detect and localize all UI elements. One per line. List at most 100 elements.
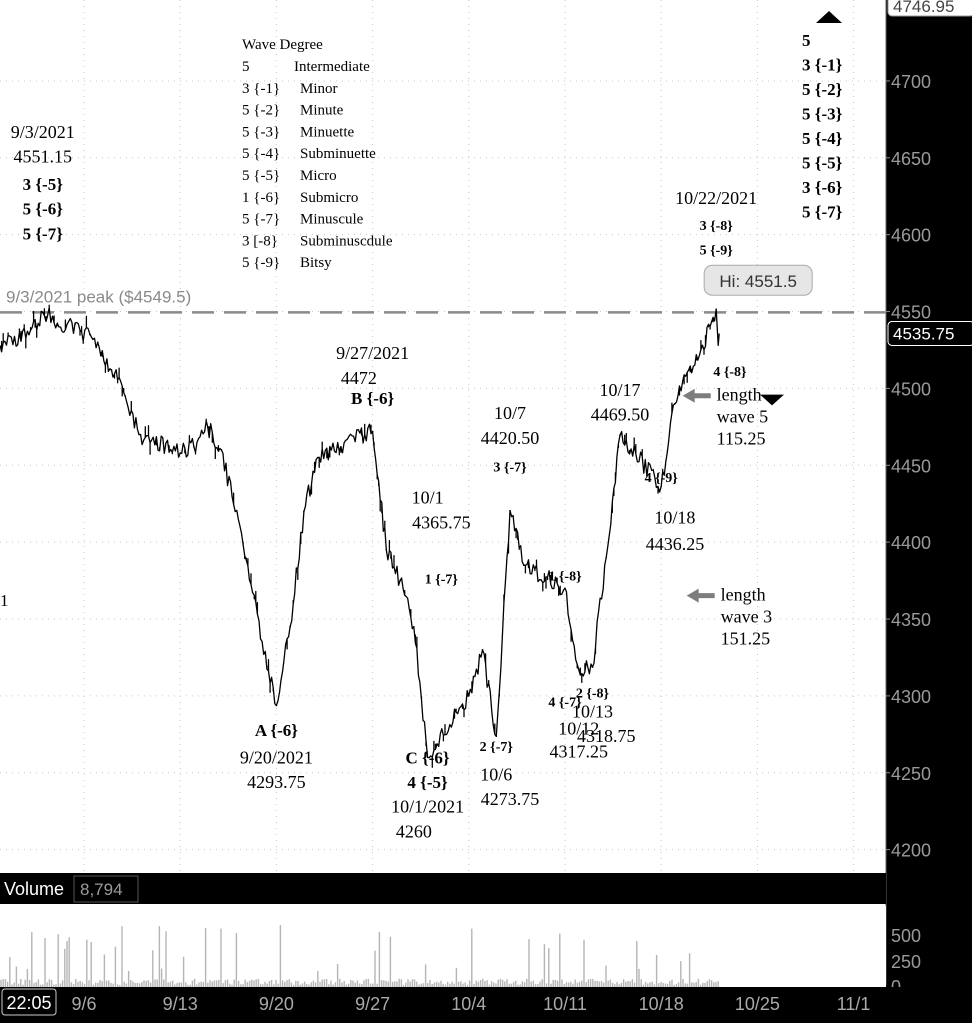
last-price-box [887,320,972,346]
wave-label: 3 {-5} [23,175,64,194]
price-point [220,449,223,451]
legend-title: Wave Degree [242,37,323,53]
legend-count: 5 {-3} [242,124,280,140]
wave-label: 4436.25 [646,534,705,554]
grid-lines [0,0,886,985]
wave-label: 10/6 [480,764,512,784]
legend-degree: Bitsy [300,255,332,271]
wave-label: 5 {-9} [700,244,734,259]
price-tick-label: 4300 [891,687,931,707]
time-label: 22:05 [6,993,51,1013]
price-point [619,434,621,437]
top-price-box [887,0,972,17]
time-tick-label: 9/13 [163,994,198,1014]
price-point [110,369,113,371]
price-point [715,308,717,311]
wave-label: 4 {-7} [548,696,582,711]
legend-count: 5 [242,59,250,75]
legend-count: 3 {-1} [242,81,280,97]
wave-list-item: 5 [802,31,811,50]
price-point [206,426,209,428]
legend-degree: Minuscule [300,212,364,228]
time-axis: 9/6 9/13 9/20 9/27 10/4 10/11 10/18 10/25 11/1 22… [0,987,972,1023]
legend-degree: Micro [300,168,337,184]
price-point [701,344,704,347]
legend-degree: Subminuette [300,146,376,162]
up-triangle-icon [816,11,842,23]
wave-label: 1 {-8} [548,570,582,585]
price-point [426,756,429,759]
wave-label: 4469.50 [591,405,650,425]
price-point [96,341,99,344]
price-point [138,433,140,436]
wave-label: 10/12 [558,718,599,738]
wave-degree-legend: Wave Degree 5 Intermediate 3 {-1} Minor 5 {-2… [242,37,393,271]
price-tick-label: 4400 [891,533,931,553]
wave-label: 10/7 [494,403,526,423]
wave-label: B {-6} [351,389,394,408]
wave-list-item: 5 {-5} [802,154,843,173]
volume-tick-label: 500 [891,926,921,946]
price-tick-label: 4550 [891,303,931,323]
wave-label: 3 {-7} [493,460,527,475]
time-axis-background [0,987,972,1023]
wave-label: 4365.75 [412,512,471,532]
wave-label: 5 {-6} [23,200,64,219]
legend-count: 1 {-6} [242,190,280,206]
wave-list-item: 3 {-6} [802,178,843,197]
price-tick-label: 4200 [891,841,931,861]
wave-list-item: 3 {-1} [802,56,843,75]
wave-label: 10/1 [412,488,444,508]
price-tick-label: 4250 [891,764,931,784]
price-point [303,510,305,513]
price-axis-background [886,0,972,1023]
wave-label: 4420.50 [481,428,540,448]
wave-label: 2 {-7} [480,740,514,755]
length-note: 115.25 [717,429,766,449]
price-tick-label: 4450 [891,456,931,476]
price-point [687,369,690,371]
price-point [330,449,333,451]
legend-count: 5 {-9} [242,255,280,271]
down-triangle-icon [760,394,784,406]
price-tick-label: 4500 [891,379,931,399]
time-tick-label: 10/18 [639,994,684,1014]
legend-degree: Minute [300,103,344,119]
wave-label: 10/13 [572,701,613,721]
price-point [577,668,580,671]
wave-label: 10/18 [654,508,695,528]
length-note: length [721,585,766,605]
wave-list-item: 5 {-7} [802,203,843,222]
price-point [124,395,127,397]
wave-label: C {-6} [406,749,450,768]
price-tick-label: 4350 [891,610,931,630]
price-axis: 4200 4250 4300 4350 4400 4450 4500 4550 4600 4650… [885,0,972,1023]
legend-count: 5 {-4} [242,146,280,162]
last-price-label: 4535.75 [893,324,954,343]
price-point [481,648,484,651]
legend-count: 5 {-5} [242,168,280,184]
price-point [660,485,662,488]
wave-label: A {-6} [255,721,298,740]
time-tick-label: 11/1 [837,994,871,1014]
wave-annotations: 9/3/2021 4551.15 3 {-5} 5 {-6} 5 {-7} 9/27/20… [0,122,784,841]
legend-degree: Intermediate [294,59,370,75]
price-point [509,509,511,512]
peak-reference: 9/3/2021 peak ($4549.5) [0,287,886,314]
wave-label: 9/3/2021 [11,122,75,142]
price-point [399,579,401,582]
time-tick-label: 9/27 [355,994,390,1014]
right-wave-list: 5 3 {-1} 5 {-2} 5 {-3} 5 {-4} 5 {-5} 3 {-6} 5 {… [802,11,843,222]
price-point [468,695,470,697]
wave-label: 4273.75 [481,789,540,809]
wave-label: 4293.75 [247,772,306,792]
wave-label: 4260 [396,821,432,841]
left-edge-label: 1 [0,591,9,610]
wave-label: 4 {-8} [713,365,747,380]
length-note: wave 3 [721,607,772,627]
price-point [316,456,319,459]
wave-label: 10/22/2021 [675,188,757,208]
legend-count: 3 [-8} [242,233,278,249]
